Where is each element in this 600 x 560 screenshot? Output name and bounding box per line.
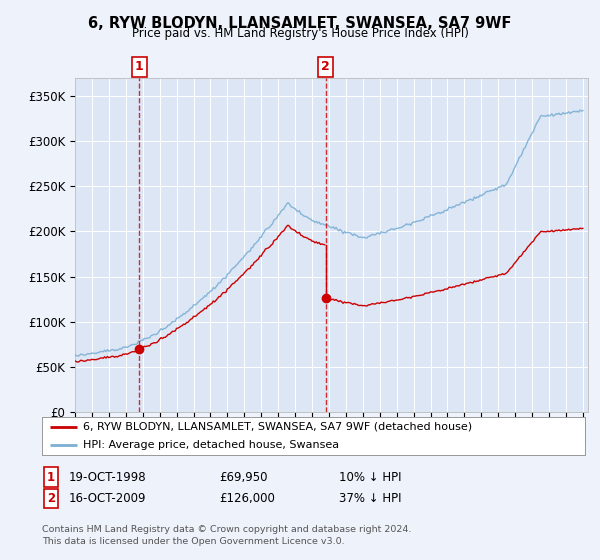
Text: Contains HM Land Registry data © Crown copyright and database right 2024.
This d: Contains HM Land Registry data © Crown c… xyxy=(42,525,412,546)
Text: 16-OCT-2009: 16-OCT-2009 xyxy=(69,492,146,505)
Text: 2: 2 xyxy=(321,60,330,73)
Text: 1: 1 xyxy=(135,60,144,73)
Text: 19-OCT-1998: 19-OCT-1998 xyxy=(69,470,146,484)
Text: HPI: Average price, detached house, Swansea: HPI: Average price, detached house, Swan… xyxy=(83,440,339,450)
Text: 6, RYW BLODYN, LLANSAMLET, SWANSEA, SA7 9WF: 6, RYW BLODYN, LLANSAMLET, SWANSEA, SA7 … xyxy=(88,16,512,31)
Text: 2: 2 xyxy=(47,492,55,505)
Text: £126,000: £126,000 xyxy=(219,492,275,505)
Text: £69,950: £69,950 xyxy=(219,470,268,484)
Text: 10% ↓ HPI: 10% ↓ HPI xyxy=(339,470,401,484)
Text: Price paid vs. HM Land Registry's House Price Index (HPI): Price paid vs. HM Land Registry's House … xyxy=(131,27,469,40)
Text: 37% ↓ HPI: 37% ↓ HPI xyxy=(339,492,401,505)
Text: 1: 1 xyxy=(47,470,55,484)
Text: 6, RYW BLODYN, LLANSAMLET, SWANSEA, SA7 9WF (detached house): 6, RYW BLODYN, LLANSAMLET, SWANSEA, SA7 … xyxy=(83,422,472,432)
